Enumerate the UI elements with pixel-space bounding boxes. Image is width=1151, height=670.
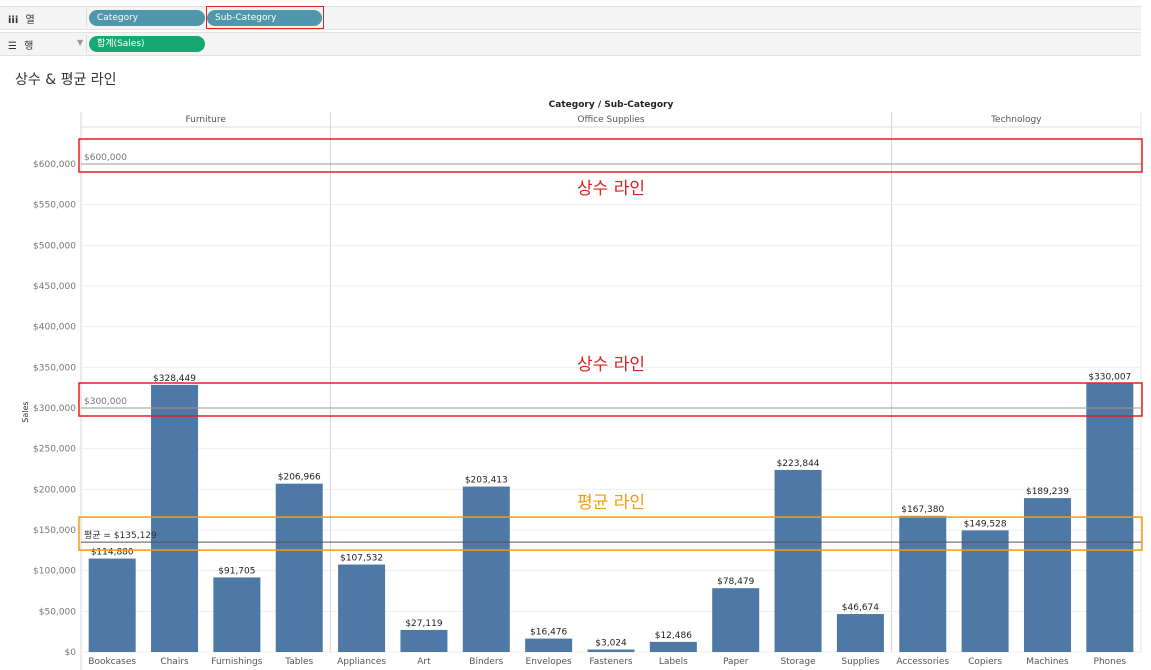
sheet-title: 상수 & 평균 라인 <box>15 72 117 88</box>
group-header: Technology <box>990 115 1042 125</box>
sum-sales-pill[interactable]: 합계(Sales) <box>89 36 205 52</box>
bar-envelopes <box>525 638 573 652</box>
data-label: $328,449 <box>153 374 196 384</box>
data-label: $167,380 <box>901 505 944 515</box>
y-tick-label: $550,000 <box>33 201 76 211</box>
bar-storage <box>774 469 822 652</box>
constant-line-annotation: 상수 라인 <box>577 355 645 375</box>
y-tick-label: $600,000 <box>33 160 76 170</box>
data-label: $27,119 <box>405 619 442 629</box>
columns-label-text: 열 <box>25 15 35 26</box>
y-tick-label: $200,000 <box>33 485 76 495</box>
x-tick-label: Labels <box>659 657 688 667</box>
bar-furnishings <box>213 577 261 652</box>
shelf-divider <box>86 9 87 27</box>
y-tick-label: $0 <box>65 648 77 658</box>
chart-title: Category / Sub-Category <box>549 100 674 110</box>
x-tick-label: Tables <box>284 657 313 667</box>
chevron-down-icon[interactable]: ▼ <box>77 38 84 47</box>
category-pill[interactable]: Category <box>89 10 205 26</box>
data-label: $46,674 <box>842 603 879 613</box>
rows-label-text: 행 <box>24 41 34 52</box>
y-tick-label: $150,000 <box>33 526 76 536</box>
y-tick-label: $350,000 <box>33 363 76 373</box>
constant-line-annotation: 상수 라인 <box>577 179 645 199</box>
bar-accessories <box>899 515 947 652</box>
bar-machines <box>1023 498 1071 652</box>
rows-shelf-label: ☰ 행 <box>8 37 33 52</box>
columns-shelf[interactable]: iii 열 Category Sub-Category <box>0 6 1141 30</box>
reference-line-label: $300,000 <box>84 397 127 407</box>
bar-tables <box>275 483 323 652</box>
rows-icon: ☰ <box>8 41 17 52</box>
bar-supplies <box>836 614 884 652</box>
data-label: $223,844 <box>777 459 820 469</box>
y-axis-label: Sales <box>21 401 30 422</box>
constant-line-highlight <box>78 138 1143 173</box>
data-label: $12,486 <box>655 631 692 641</box>
x-tick-label: Chairs <box>160 657 189 667</box>
columns-icon: iii <box>8 15 19 26</box>
bar-paper <box>712 588 760 652</box>
data-label: $330,007 <box>1088 373 1131 383</box>
sub-category-pill[interactable]: Sub-Category <box>207 10 322 26</box>
y-tick-label: $400,000 <box>33 323 76 333</box>
data-label: $149,528 <box>964 519 1007 529</box>
shelf-divider <box>86 35 87 53</box>
columns-shelf-label: iii 열 <box>8 11 35 26</box>
bar-appliances <box>338 564 386 652</box>
x-tick-label: Bookcases <box>88 657 136 667</box>
data-label: $16,476 <box>530 628 567 638</box>
x-tick-label: Fasteners <box>589 657 633 667</box>
data-label: $91,705 <box>218 566 255 576</box>
x-tick-label: Phones <box>1094 657 1127 667</box>
bar-art <box>400 629 448 652</box>
y-tick-label: $250,000 <box>33 445 76 455</box>
bar-chart: Category / Sub-Category Furniture Office S… <box>21 100 1143 670</box>
bar-binders <box>462 486 510 652</box>
y-tick-label: $500,000 <box>33 241 76 251</box>
data-label: $107,532 <box>340 554 383 564</box>
data-label: $206,966 <box>278 473 321 483</box>
average-line-annotation: 평균 라인 <box>577 493 645 513</box>
y-tick-label: $50,000 <box>39 607 76 617</box>
x-tick-label: Machines <box>1026 657 1069 667</box>
x-tick-label: Art <box>417 657 431 667</box>
reference-line-label: $600,000 <box>84 153 127 163</box>
x-tick-label: Supplies <box>841 657 879 667</box>
group-header: Office Supplies <box>577 115 645 125</box>
rows-shelf[interactable]: ☰ 행 ▼ 합계(Sales) <box>0 32 1141 56</box>
x-tick-label: Envelopes <box>526 657 573 667</box>
data-label: $78,479 <box>717 577 754 587</box>
x-tick-label: Storage <box>780 657 816 667</box>
bar-chairs <box>151 384 199 652</box>
x-tick-label: Paper <box>723 657 749 667</box>
group-header: Furniture <box>185 115 226 125</box>
y-tick-label: $300,000 <box>33 404 76 414</box>
y-tick-label: $100,000 <box>33 567 76 577</box>
x-tick-label: Binders <box>469 657 503 667</box>
data-label: $3,024 <box>595 639 627 649</box>
data-label: $203,413 <box>465 476 508 486</box>
sub-category-highlight <box>206 6 324 29</box>
data-label: $114,880 <box>91 548 134 558</box>
data-label: $189,239 <box>1026 487 1069 497</box>
x-tick-label: Accessories <box>896 657 949 667</box>
y-tick-label: $450,000 <box>33 282 76 292</box>
constant-line-highlight <box>78 382 1143 417</box>
bar-fasteners <box>587 649 635 652</box>
reference-line-label: 평균 = $135,129 <box>84 530 157 541</box>
x-tick-label: Appliances <box>337 657 386 667</box>
average-line-highlight <box>78 516 1143 551</box>
bar-labels <box>649 641 697 652</box>
x-tick-label: Furnishings <box>211 657 262 667</box>
bar-bookcases <box>88 558 136 652</box>
x-tick-label: Copiers <box>968 657 1002 667</box>
bar-copiers <box>961 530 1009 652</box>
